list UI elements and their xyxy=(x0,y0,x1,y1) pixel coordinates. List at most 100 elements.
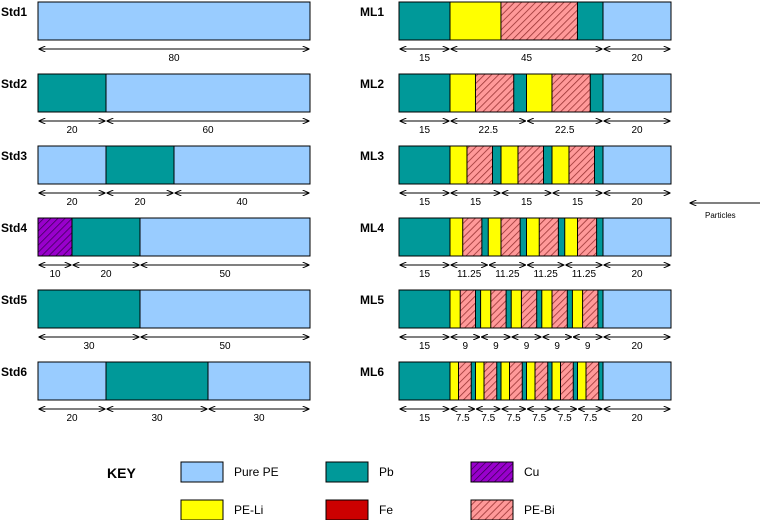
layer-pe-li xyxy=(564,218,578,256)
legend: KEY Pure PE Pb Cu PE-Li Fe PE-Bi xyxy=(107,461,555,520)
layer-pb xyxy=(598,362,603,400)
layer-pure-pe xyxy=(140,290,310,328)
dimension-label: 11.25 xyxy=(533,269,558,280)
dimension-label: 11.25 xyxy=(572,269,597,280)
shield-outline xyxy=(398,289,672,329)
layer-pb xyxy=(399,290,450,328)
dimension-label: 15 xyxy=(419,53,431,64)
dimension-label: 7.5 xyxy=(456,413,470,424)
layer-pe-bi xyxy=(458,362,472,400)
shield-outline xyxy=(37,217,311,257)
dimension-label: 7.5 xyxy=(507,413,521,424)
dimension-label: 80 xyxy=(168,53,180,64)
shield-label: ML6 xyxy=(360,365,384,379)
legend-label: PE-Bi xyxy=(524,503,555,517)
layer-pb xyxy=(38,290,140,328)
layer-pe-bi xyxy=(475,74,514,112)
layer-cu xyxy=(38,218,72,256)
layer-pe-li xyxy=(488,218,501,256)
layer-pb xyxy=(399,146,450,184)
legend-swatch xyxy=(180,461,224,483)
layer-pb xyxy=(567,290,573,328)
layer-pb xyxy=(106,362,208,400)
layer-pure-pe xyxy=(603,2,671,40)
layer-pb xyxy=(475,290,481,328)
dimension-label: 15 xyxy=(521,197,533,208)
layer-pe-li xyxy=(450,74,476,112)
dimension-label: 50 xyxy=(219,269,231,280)
standard-shields: Std1 80 Std2 20 60 Std3 20 20 40 Std4 10 20 50 Std5 30… xyxy=(1,1,311,424)
layer-pure-pe xyxy=(38,146,106,184)
shield-label: ML2 xyxy=(360,77,384,91)
layer-pb xyxy=(547,362,552,400)
layer-pb xyxy=(590,74,603,112)
dimension-label: 15 xyxy=(419,197,431,208)
legend-item-pe-bi: PE-Bi xyxy=(470,499,555,520)
shield-outline xyxy=(37,1,311,41)
layer-pe-bi xyxy=(560,362,574,400)
shield-outline xyxy=(398,145,672,185)
shield-outline xyxy=(37,289,311,329)
particles-label: Particles xyxy=(705,211,736,220)
legend-swatch xyxy=(325,499,369,520)
layer-pb xyxy=(596,218,603,256)
shield-outline xyxy=(398,1,672,41)
shield-outline xyxy=(398,217,672,257)
shield-label: Std5 xyxy=(1,293,27,307)
layer-pe-bi xyxy=(585,362,599,400)
dimension-label: 20 xyxy=(631,197,643,208)
shield-label: Std6 xyxy=(1,365,27,379)
dimension-label: 22.5 xyxy=(555,125,575,136)
dimension-label: 20 xyxy=(66,125,78,136)
shield-outline xyxy=(37,73,311,113)
dimension-label: 30 xyxy=(253,413,265,424)
dimension-label: 30 xyxy=(151,413,163,424)
layer-pe-bi xyxy=(500,2,578,40)
layer-pure-pe xyxy=(603,362,671,400)
layer-pb xyxy=(72,218,140,256)
shield-label: Std2 xyxy=(1,77,27,91)
dimension-label: 20 xyxy=(100,269,112,280)
shield-outline xyxy=(398,361,672,401)
dimension-label: 15 xyxy=(572,197,584,208)
shield-label: ML3 xyxy=(360,149,384,163)
layer-pe-bi xyxy=(483,362,497,400)
dimension-label: 20 xyxy=(631,413,643,424)
shield-label: Std1 xyxy=(1,5,27,19)
layer-pe-bi xyxy=(521,290,537,328)
layer-pe-li xyxy=(526,362,535,400)
layer-pe-bi xyxy=(466,146,493,184)
legend-swatch xyxy=(180,499,224,520)
layer-pb xyxy=(399,218,450,256)
dimension-label: 22.5 xyxy=(479,125,499,136)
layer-pe-bi xyxy=(462,218,482,256)
layer-pe-bi xyxy=(568,146,595,184)
legend-item-pure-pe: Pure PE xyxy=(180,461,279,483)
legend-item-fe: Fe xyxy=(325,499,393,520)
layer-pe-bi xyxy=(490,290,507,328)
layer-pe-li xyxy=(541,290,552,328)
layer-pe-bi xyxy=(577,218,597,256)
dimension-label: 7.5 xyxy=(583,413,597,424)
dimension-label: 40 xyxy=(236,197,248,208)
dimension-label: 20 xyxy=(66,197,78,208)
dimension-label: 9 xyxy=(524,341,530,352)
layer-pe-li xyxy=(526,218,540,256)
shield-std2: Std2 20 60 xyxy=(1,73,311,136)
shield-ml3: ML3 15 15 15 15 20 xyxy=(360,145,672,208)
shield-std3: Std3 20 20 40 xyxy=(1,145,311,208)
layer-pe-li xyxy=(450,146,467,184)
layer-pe-li xyxy=(475,362,484,400)
layer-pb xyxy=(38,74,106,112)
dimension-label: 10 xyxy=(49,269,61,280)
layer-pe-li xyxy=(480,290,491,328)
layer-pb xyxy=(506,290,512,328)
dimension-label: 20 xyxy=(134,197,146,208)
shield-label: Std4 xyxy=(1,221,27,235)
layer-pb xyxy=(513,74,527,112)
legend-swatch xyxy=(470,461,514,483)
layer-pe-li xyxy=(552,146,569,184)
shield-ml2: ML2 15 22.5 22.5 20 xyxy=(360,73,672,136)
